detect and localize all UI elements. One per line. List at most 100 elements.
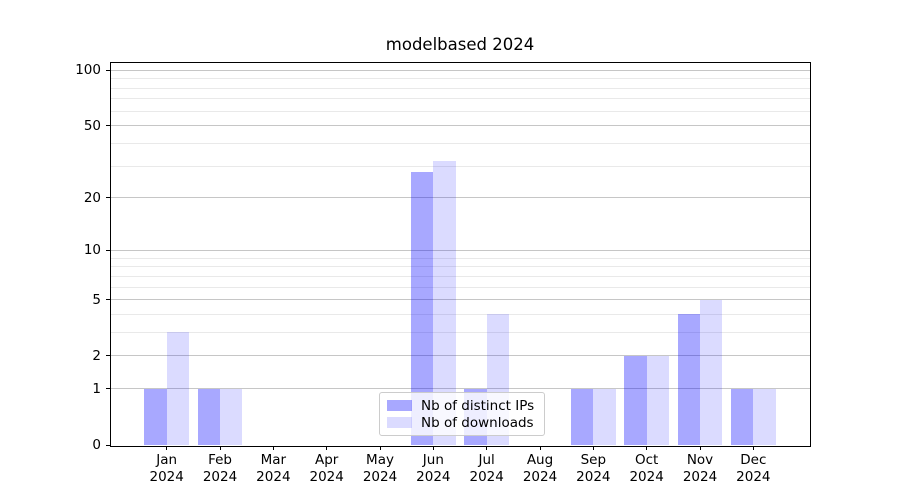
bar	[220, 388, 243, 445]
bar	[677, 314, 700, 445]
x-tick-month: Feb	[208, 452, 232, 468]
x-tick-label: Jun 2024	[398, 452, 468, 486]
bar	[646, 355, 670, 445]
x-tick-year: 2024	[469, 469, 504, 485]
bar	[410, 171, 434, 445]
legend-label-distinct-ips: Nb of distinct IPs	[421, 397, 535, 414]
gridline-major	[111, 355, 810, 357]
bar	[753, 388, 776, 445]
x-tick-mark	[432, 446, 434, 450]
x-tick-mark	[486, 446, 488, 450]
x-tick-mark	[699, 446, 701, 450]
y-tick-label: 50	[83, 117, 101, 134]
y-tick-label: 2	[92, 347, 101, 364]
y-tick-label: 20	[83, 189, 101, 206]
gridline-major	[111, 125, 810, 127]
x-tick-label: Jan 2024	[132, 452, 202, 486]
y-tick-label: 1	[92, 380, 101, 397]
x-tick-label: Oct 2024	[612, 452, 682, 486]
y-tick-mark	[106, 125, 110, 127]
x-tick-mark	[219, 446, 221, 450]
x-tick-month: Jan	[156, 452, 178, 468]
x-tick-month: Nov	[686, 452, 714, 468]
x-tick-month: Apr	[315, 452, 339, 468]
y-tick-mark	[106, 355, 110, 357]
bar	[730, 388, 754, 445]
y-tick-label: 10	[83, 242, 101, 259]
x-tick-mark	[752, 446, 754, 450]
gridline-major	[111, 197, 810, 199]
bar	[624, 355, 647, 445]
gridline-minor	[111, 110, 810, 112]
x-tick-year: 2024	[202, 469, 238, 485]
y-tick-mark	[106, 444, 110, 446]
bar	[144, 388, 167, 445]
bar	[593, 388, 616, 445]
x-tick-mark	[646, 446, 648, 450]
x-tick-label: May 2024	[345, 452, 415, 486]
y-tick-mark	[106, 299, 110, 301]
legend-swatch-downloads-icon	[387, 417, 412, 428]
gridline-minor	[111, 87, 810, 89]
y-tick-mark	[106, 69, 110, 71]
x-tick-mark	[272, 446, 274, 450]
y-tick-label: 5	[92, 291, 101, 308]
legend-label-downloads: Nb of downloads	[421, 414, 534, 431]
x-tick-year: 2024	[736, 469, 771, 485]
y-tick-mark	[106, 197, 110, 199]
x-tick-year: 2024	[149, 469, 184, 485]
bar	[197, 388, 221, 445]
x-tick-label: Feb 2024	[185, 452, 255, 486]
legend-swatch-distinct-ips-icon	[387, 400, 412, 411]
bar	[700, 299, 723, 445]
x-tick-month: Jul	[478, 452, 495, 468]
bar	[433, 161, 456, 445]
x-tick-year: 2024	[629, 469, 664, 485]
legend: Nb of distinct IPs Nb of downloads	[379, 392, 545, 436]
gridline-minor	[111, 331, 810, 333]
x-tick-month: Dec	[740, 452, 767, 468]
x-tick-month: Jun	[422, 452, 444, 468]
gridline-major	[111, 69, 810, 71]
gridline-minor	[111, 165, 810, 167]
x-tick-label: Nov 2024	[665, 452, 735, 486]
y-tick-mark	[106, 249, 110, 251]
gridline-minor	[111, 143, 810, 145]
x-tick-month: May	[366, 452, 394, 468]
y-tick-mark	[106, 388, 110, 390]
x-tick-mark	[326, 446, 328, 450]
x-tick-year: 2024	[522, 469, 558, 485]
gridline-minor	[111, 266, 810, 268]
x-tick-label: Dec 2024	[718, 452, 788, 486]
y-tick-label: 100	[75, 62, 101, 79]
x-tick-year: 2024	[309, 469, 344, 485]
legend-item-distinct-ips: Nb of distinct IPs	[387, 397, 538, 414]
chart-title: modelbased 2024	[385, 35, 535, 54]
gridline-major	[111, 388, 810, 390]
x-tick-label: Aug 2024	[505, 452, 575, 486]
gridline-minor	[111, 98, 810, 100]
bar	[570, 388, 594, 445]
gridline-major	[111, 249, 810, 251]
y-tick-label: 0	[92, 437, 101, 453]
x-tick-label: Apr 2024	[292, 452, 362, 486]
legend-item-downloads: Nb of downloads	[387, 414, 538, 431]
x-tick-mark	[592, 446, 594, 450]
x-tick-year: 2024	[576, 469, 611, 485]
x-tick-label: Jul 2024	[452, 452, 522, 486]
gridline-minor	[111, 257, 810, 259]
x-tick-mark	[539, 446, 541, 450]
x-tick-year: 2024	[682, 469, 718, 485]
gridline-minor	[111, 275, 810, 277]
x-tick-mark	[379, 446, 381, 450]
x-tick-label: Sep 2024	[558, 452, 628, 486]
x-tick-mark	[166, 446, 168, 450]
x-tick-month: Oct	[634, 452, 659, 468]
x-tick-month: Sep	[580, 452, 607, 468]
bar	[166, 332, 190, 445]
gridline-major	[111, 299, 810, 301]
gridline-minor	[111, 78, 810, 80]
gridline-minor	[111, 286, 810, 288]
x-tick-month: Aug	[526, 452, 554, 468]
